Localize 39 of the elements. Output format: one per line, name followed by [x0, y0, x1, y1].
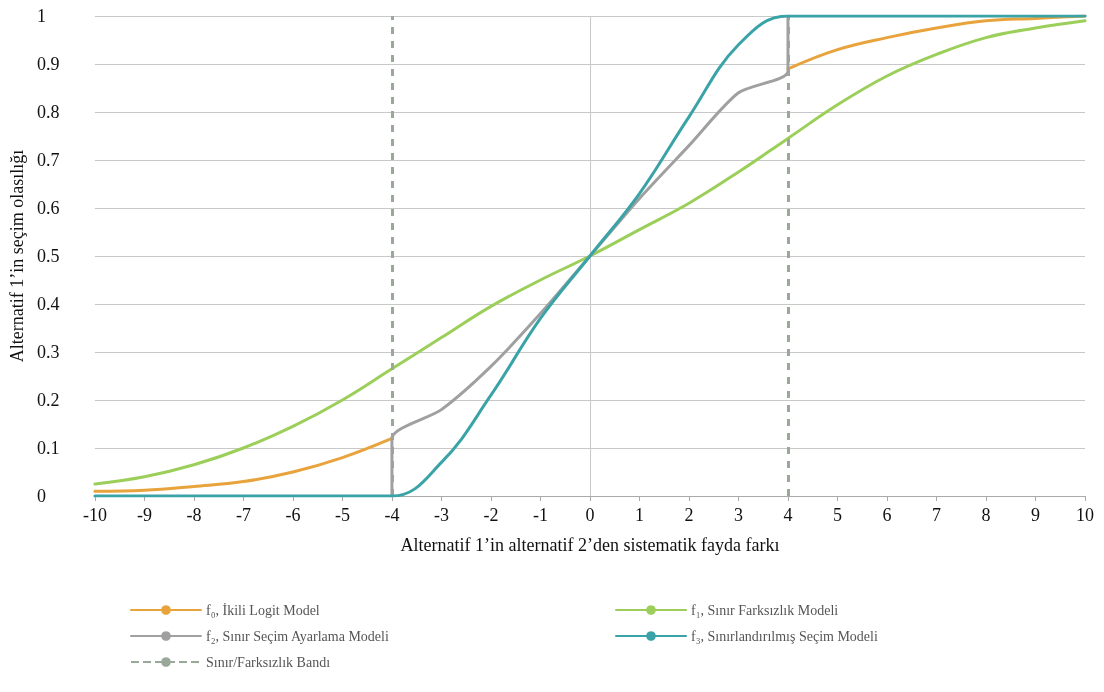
y-tick-label: 0.5	[36, 246, 60, 266]
x-tick-label: -5	[334, 505, 350, 525]
y-tick-label: 0.1	[36, 438, 60, 458]
x-axis-title: Alternatif 1’in alternatif 2’den sistematik fayda farkı	[400, 535, 780, 555]
x-tick-label: 4	[783, 505, 793, 525]
x-tick-label: -6	[285, 505, 301, 525]
legend-label: f₀, İkili Logit Model	[206, 602, 320, 618]
y-tick-label: 0.4	[36, 294, 60, 314]
y-tick-label: 1	[36, 6, 46, 26]
x-tick-label: -1	[532, 505, 548, 525]
x-tick-label: 8	[981, 505, 991, 525]
x-tick-label: -2	[483, 505, 499, 525]
legend-label: f₃, Sınırlandırılmış Seçim Modeli	[691, 628, 878, 644]
x-tick-label: -9	[136, 505, 152, 525]
x-tick-label: 5	[832, 505, 842, 525]
y-tick-label: 0.6	[36, 198, 60, 218]
x-tick-label: 2	[684, 505, 694, 525]
x-tick-label: 9	[1030, 505, 1040, 525]
y-tick-label: 0.7	[36, 150, 60, 170]
x-tick-label: -7	[235, 505, 251, 525]
x-tick-label: 3	[733, 505, 743, 525]
legend-label: f₁, Sınır Farksızlık Modeli	[691, 602, 839, 618]
y-tick-label: 0.3	[36, 342, 60, 362]
x-tick-label: 0	[585, 505, 595, 525]
x-tick-label: -4	[384, 505, 400, 525]
y-tick-label: 0	[36, 486, 46, 506]
x-tick-label: 7	[931, 505, 941, 525]
x-tick-label: -10	[82, 505, 107, 525]
legend-label: Sınır/Farksızlık Bandı	[206, 654, 331, 670]
x-tick-label: 1	[634, 505, 644, 525]
x-tick-label: -3	[433, 505, 449, 525]
x-tick-label: 6	[882, 505, 892, 525]
y-axis-title: Alternatif 1’in seçim olasılığı	[7, 149, 27, 363]
y-tick-label: 0.8	[36, 102, 60, 122]
legend-label: f₂, Sınır Seçim Ayarlama Modeli	[206, 628, 389, 644]
y-tick-label: 0.9	[36, 54, 60, 74]
y-tick-label: 0.2	[36, 390, 60, 410]
x-tick-label: -8	[186, 505, 202, 525]
x-tick-label: 10	[1076, 505, 1094, 525]
